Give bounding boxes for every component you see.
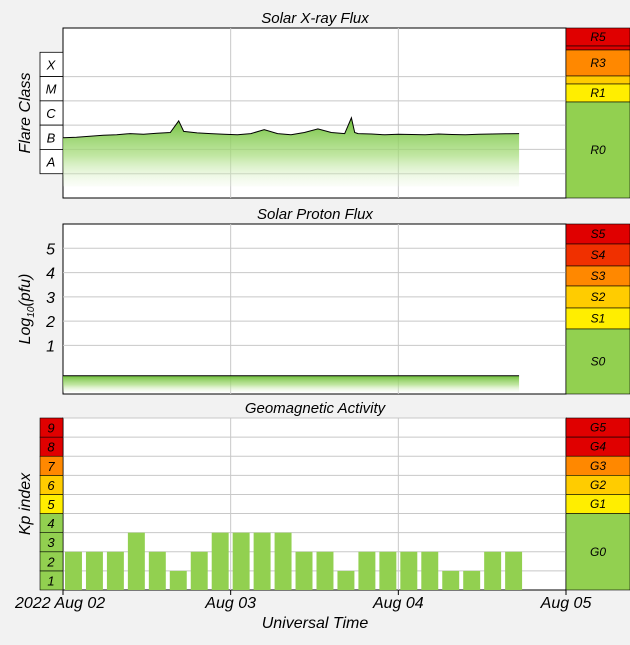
scale-band-g0 bbox=[565, 513, 630, 591]
proton-y-tick-label: 1 bbox=[46, 338, 55, 355]
kp-bar bbox=[442, 570, 460, 590]
kp-bar bbox=[274, 532, 292, 590]
scale-label-g0: G0 bbox=[590, 545, 606, 559]
kp-bar bbox=[316, 551, 334, 590]
x-axis-ticks: 2022 Aug 02 Aug 03 Aug 04 Aug 05 bbox=[14, 590, 591, 612]
kp-bar bbox=[65, 551, 82, 590]
kp-bar bbox=[484, 551, 502, 590]
kp-y-tick-label: 5 bbox=[47, 497, 55, 512]
radio-blackout-scale: R5 R3 R1 R0 bbox=[565, 27, 630, 199]
scale-label-g4: G4 bbox=[590, 440, 606, 454]
kp-grid bbox=[63, 417, 566, 590]
kp-bar bbox=[148, 551, 166, 590]
xray-title: Solar X-ray Flux bbox=[261, 10, 369, 27]
kp-level-box bbox=[39, 417, 64, 438]
scale-label-r5: R5 bbox=[590, 30, 606, 44]
kp-bar bbox=[253, 532, 271, 590]
kp-bar bbox=[169, 570, 187, 590]
kp-y-tick-label: 9 bbox=[47, 421, 54, 436]
kp-y-tick-label: 8 bbox=[47, 440, 55, 455]
kp-bar bbox=[379, 551, 397, 590]
kp-bar bbox=[85, 551, 103, 590]
proton-y-ticks: 1 2 3 4 5 bbox=[45, 241, 55, 355]
x-axis-label: Universal Time bbox=[262, 615, 369, 632]
scale-band-r0 bbox=[565, 101, 630, 199]
kp-bar bbox=[295, 551, 313, 590]
kp-bar bbox=[106, 551, 124, 590]
scale-label-s5: S5 bbox=[591, 227, 606, 241]
kp-bar bbox=[358, 551, 376, 590]
kp-bar bbox=[232, 532, 250, 590]
kp-y-tick-label: 3 bbox=[47, 535, 55, 550]
scale-label-r3: R3 bbox=[590, 56, 606, 70]
flare-class-label: B bbox=[47, 130, 56, 145]
proton-plot-area bbox=[62, 223, 567, 395]
kp-y-tick-label: 7 bbox=[47, 459, 55, 474]
kp-y-tick-label: 1 bbox=[47, 573, 54, 588]
scale-label-s0: S0 bbox=[591, 355, 606, 369]
kp-bar bbox=[505, 551, 523, 590]
scale-label-g2: G2 bbox=[590, 478, 606, 492]
proton-flux-area bbox=[63, 375, 520, 392]
kp-bar bbox=[211, 532, 229, 590]
kp-y-tick-label: 6 bbox=[47, 478, 55, 493]
radiation-storm-scale: S5 S4 S3 S2 S1 S0 bbox=[565, 223, 630, 395]
flare-class-label: X bbox=[46, 57, 57, 72]
kp-bars bbox=[65, 532, 523, 590]
proton-y-tick-label: 3 bbox=[46, 290, 55, 307]
xray-flux-line bbox=[62, 116, 520, 139]
scale-label-s3: S3 bbox=[591, 269, 606, 283]
scale-label-r1: R1 bbox=[590, 86, 605, 100]
kp-bar bbox=[127, 532, 145, 590]
xray-ylabel: Flare Class bbox=[17, 73, 34, 154]
scale-label-s2: S2 bbox=[591, 290, 606, 304]
scale-label-g3: G3 bbox=[590, 459, 606, 473]
xray-flux-area bbox=[63, 117, 520, 187]
kp-bar bbox=[421, 551, 439, 590]
scale-band-r4 bbox=[565, 45, 630, 51]
geomagnetic-storm-scale: G5 G4 G3 G2 G1 G0 bbox=[565, 417, 630, 591]
scale-label-g5: G5 bbox=[590, 421, 606, 435]
scale-label-s4: S4 bbox=[591, 248, 606, 262]
scale-label-s1: S1 bbox=[591, 312, 606, 326]
proton-y-tick-label: 5 bbox=[46, 241, 55, 258]
kp-plot-area bbox=[62, 417, 567, 591]
proton-y-tick-label: 4 bbox=[46, 266, 55, 283]
kp-bar bbox=[400, 551, 418, 590]
x-tick-label: 2022 Aug 02 bbox=[14, 595, 105, 612]
proton-grid bbox=[63, 224, 566, 394]
scale-band-r3 bbox=[565, 49, 630, 77]
kp-y-tick-label: 2 bbox=[46, 554, 55, 569]
kp-bar bbox=[190, 551, 208, 590]
kp-bar bbox=[463, 570, 481, 590]
x-tick-label: Aug 04 bbox=[372, 595, 424, 612]
scale-label-g1: G1 bbox=[590, 497, 606, 511]
flare-class-label: A bbox=[46, 155, 56, 170]
proton-title: Solar Proton Flux bbox=[257, 206, 373, 223]
kp-bar bbox=[337, 570, 355, 590]
proton-ylabel: Log10(pfu) bbox=[17, 274, 37, 345]
scale-label-r0: R0 bbox=[590, 143, 606, 157]
kp-y-ticks: 1 2 3 4 5 6 7 8 9 bbox=[39, 417, 64, 591]
flare-class-label: M bbox=[46, 82, 57, 97]
scale-band-s0 bbox=[565, 328, 630, 395]
kp-ylabel: Kp index bbox=[17, 472, 34, 535]
x-tick-label: Aug 05 bbox=[540, 595, 592, 612]
kp-title: Geomagnetic Activity bbox=[245, 400, 387, 417]
x-tick-label: Aug 03 bbox=[204, 595, 256, 612]
kp-y-tick-label: 4 bbox=[47, 516, 54, 531]
proton-y-tick-label: 2 bbox=[45, 314, 55, 331]
flare-class-label: C bbox=[46, 106, 56, 121]
scale-band-r2 bbox=[565, 75, 630, 85]
